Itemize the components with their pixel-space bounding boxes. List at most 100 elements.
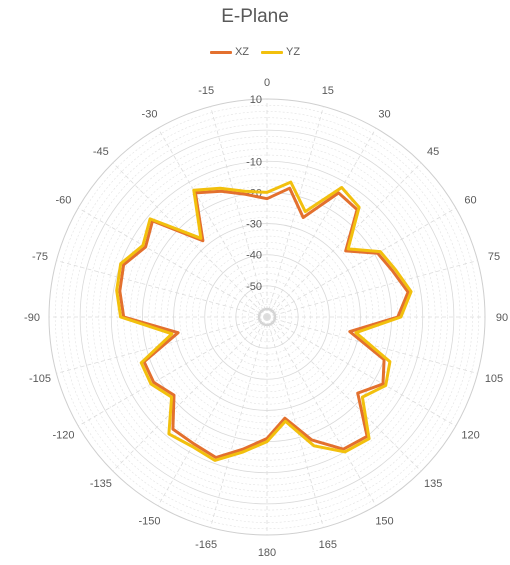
data-point	[349, 330, 351, 333]
grid-spoke	[157, 316, 268, 506]
data-point	[242, 448, 245, 450]
angle-label: 30	[378, 108, 390, 120]
data-point	[220, 190, 222, 192]
data-point	[140, 362, 142, 364]
data-point	[119, 316, 122, 318]
data-point	[215, 456, 217, 459]
grid-ring-minor	[198, 248, 336, 386]
data-point	[177, 331, 179, 334]
grid-ring-minor	[260, 310, 274, 324]
angle-label: 15	[322, 85, 334, 97]
angle-label: -150	[138, 516, 160, 528]
angle-label: -165	[195, 539, 217, 551]
data-point	[144, 246, 147, 248]
data-point	[266, 440, 268, 443]
data-point	[168, 433, 170, 435]
data-point	[119, 290, 121, 292]
grid-ring-minor	[129, 179, 405, 455]
data-point	[200, 237, 202, 240]
data-point	[310, 439, 313, 441]
data-point	[214, 459, 216, 462]
data-point	[344, 451, 346, 453]
angle-label: 150	[375, 516, 393, 528]
data-point	[389, 360, 391, 363]
data-point	[170, 396, 173, 398]
data-point	[379, 250, 382, 253]
data-point	[407, 291, 409, 293]
angle-label: -135	[90, 478, 112, 490]
data-point	[356, 392, 359, 394]
data-point	[142, 244, 144, 247]
grid-spoke	[112, 162, 268, 318]
grid-ring-minor	[248, 298, 286, 336]
data-point	[358, 206, 360, 209]
angle-label: 105	[485, 373, 503, 385]
data-point	[173, 394, 175, 396]
grid-spoke	[266, 316, 324, 528]
legend-item-yz: YZ	[261, 46, 300, 58]
angle-label: -45	[93, 146, 109, 158]
data-point	[400, 316, 402, 318]
angle-label: -15	[198, 85, 214, 97]
angle-label: 165	[319, 539, 337, 551]
data-point	[355, 331, 357, 334]
grid-ring-major	[204, 254, 330, 380]
data-point	[266, 437, 268, 440]
legend-label-xz: XZ	[234, 46, 249, 58]
angle-label: 135	[424, 478, 442, 490]
angle-label: 90	[496, 312, 508, 324]
angle-label: -90	[24, 312, 40, 324]
data-point	[340, 186, 343, 189]
data-point	[244, 190, 246, 193]
data-point	[202, 239, 204, 242]
grid-ring-major	[79, 129, 455, 505]
data-point	[302, 216, 305, 219]
data-point	[392, 270, 394, 273]
legend-swatch-xz	[209, 50, 232, 54]
angle-label: 45	[427, 146, 439, 158]
radial-tick-label: -10	[246, 156, 262, 168]
grid-spoke	[266, 106, 324, 318]
grid-spoke	[266, 316, 377, 506]
data-point	[191, 445, 194, 448]
grid-ring-minor	[86, 136, 448, 498]
data-point	[266, 197, 268, 200]
grid-spoke	[266, 128, 377, 318]
series-yz	[115, 180, 413, 462]
legend-swatch-yz	[261, 50, 283, 54]
angle-label: -60	[56, 195, 72, 207]
grid-spoke	[157, 128, 268, 318]
grid-spoke	[56, 260, 268, 318]
data-point	[152, 381, 155, 384]
data-point	[219, 187, 221, 189]
radial-tick-label: -50	[246, 281, 262, 293]
radial-tick-label: -40	[246, 250, 262, 262]
angle-label: -105	[29, 373, 51, 385]
chart-title: E-Plane	[221, 6, 289, 27]
grid-ring-minor	[254, 304, 280, 330]
data-point	[384, 384, 387, 387]
grid-ring-minor	[92, 142, 442, 492]
data-point	[290, 181, 292, 183]
grid-spoke	[78, 207, 268, 318]
data-point	[395, 269, 397, 271]
grid-spoke	[112, 316, 268, 472]
data-point	[361, 396, 364, 398]
data-point	[122, 264, 125, 266]
angle-label: 120	[461, 430, 479, 442]
angle-label: 75	[488, 251, 500, 263]
data-point	[383, 358, 385, 361]
grid-spoke	[78, 316, 268, 427]
data-point	[172, 428, 174, 430]
data-point	[266, 191, 268, 194]
data-point	[313, 445, 315, 447]
grid-spoke	[266, 316, 422, 472]
grid-spoke	[210, 316, 268, 528]
radial-tick-label: -30	[246, 219, 262, 231]
angle-label: 180	[258, 547, 276, 559]
grid-spoke	[266, 162, 422, 318]
angle-label: -120	[52, 430, 74, 442]
data-point	[337, 192, 340, 194]
data-point	[347, 248, 349, 250]
